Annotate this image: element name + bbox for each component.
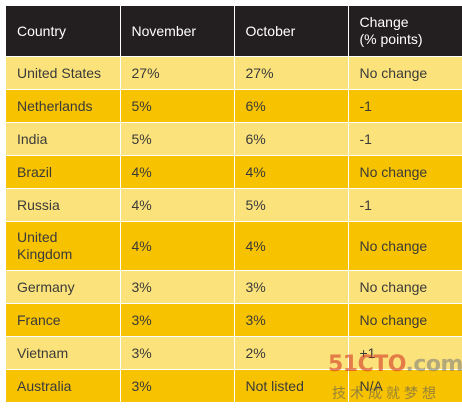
cell-country: Netherlands bbox=[6, 89, 121, 123]
table-row: Australia 3% Not listed N/A bbox=[6, 369, 462, 402]
cell-country: Vietnam bbox=[6, 336, 121, 370]
cell-november: 3% bbox=[120, 303, 235, 337]
cell-change: -1 bbox=[348, 122, 462, 156]
table-row: France 3% 3% No change bbox=[6, 303, 462, 337]
cell-november: 5% bbox=[120, 89, 235, 123]
cell-november: 4% bbox=[120, 188, 235, 222]
cell-november: 4% bbox=[120, 155, 235, 189]
cell-country: Australia bbox=[6, 369, 121, 402]
cell-change: No change bbox=[348, 270, 462, 304]
country-stats-table: Country November October Change (% point… bbox=[6, 6, 462, 402]
cell-october: 27% bbox=[234, 56, 349, 90]
cell-october: Not listed bbox=[234, 369, 349, 402]
cell-change: -1 bbox=[348, 188, 462, 222]
cell-november: 3% bbox=[120, 270, 235, 304]
header-november: November bbox=[120, 6, 235, 57]
header-october: October bbox=[234, 6, 349, 57]
table-row: Russia 4% 5% -1 bbox=[6, 188, 462, 222]
cell-october: 3% bbox=[234, 270, 349, 304]
header-change-line2: (% points) bbox=[359, 31, 423, 47]
cell-november: 4% bbox=[120, 221, 235, 271]
table-row: United States 27% 27% No change bbox=[6, 56, 462, 90]
cell-change: No change bbox=[348, 303, 462, 337]
cell-october: 2% bbox=[234, 336, 349, 370]
table-row: United Kingdom 4% 4% No change bbox=[6, 221, 462, 271]
cell-november: 27% bbox=[120, 56, 235, 90]
table-header: Country November October Change (% point… bbox=[6, 6, 462, 57]
header-change-line1: Change bbox=[359, 14, 409, 30]
cell-country-line2: Kingdom bbox=[17, 246, 73, 262]
table-row: Germany 3% 3% No change bbox=[6, 270, 462, 304]
header-change: Change (% points) bbox=[348, 6, 462, 57]
cell-country: United States bbox=[6, 56, 121, 90]
cell-country: India bbox=[6, 122, 121, 156]
cell-october: 6% bbox=[234, 89, 349, 123]
cell-country: Brazil bbox=[6, 155, 121, 189]
table-row: Vietnam 3% 2% +1 bbox=[6, 336, 462, 370]
cell-change: N/A bbox=[348, 369, 462, 402]
cell-october: 5% bbox=[234, 188, 349, 222]
header-country: Country bbox=[6, 6, 121, 57]
table-row: India 5% 6% -1 bbox=[6, 122, 462, 156]
cell-change: No change bbox=[348, 221, 462, 271]
cell-change: No change bbox=[348, 56, 462, 90]
cell-november: 5% bbox=[120, 122, 235, 156]
table-body: United States 27% 27% No change Netherla… bbox=[6, 56, 462, 402]
cell-change: -1 bbox=[348, 89, 462, 123]
cell-country-line1: United bbox=[17, 229, 58, 245]
cell-october: 4% bbox=[234, 221, 349, 271]
table-row: Brazil 4% 4% No change bbox=[6, 155, 462, 189]
cell-november: 3% bbox=[120, 336, 235, 370]
table-row: Netherlands 5% 6% -1 bbox=[6, 89, 462, 123]
cell-october: 6% bbox=[234, 122, 349, 156]
cell-change: No change bbox=[348, 155, 462, 189]
cell-october: 4% bbox=[234, 155, 349, 189]
cell-october: 3% bbox=[234, 303, 349, 337]
cell-country: United Kingdom bbox=[6, 221, 121, 271]
cell-country: France bbox=[6, 303, 121, 337]
cell-country: Germany bbox=[6, 270, 121, 304]
cell-november: 3% bbox=[120, 369, 235, 402]
cell-change: +1 bbox=[348, 336, 462, 370]
cell-country: Russia bbox=[6, 188, 121, 222]
